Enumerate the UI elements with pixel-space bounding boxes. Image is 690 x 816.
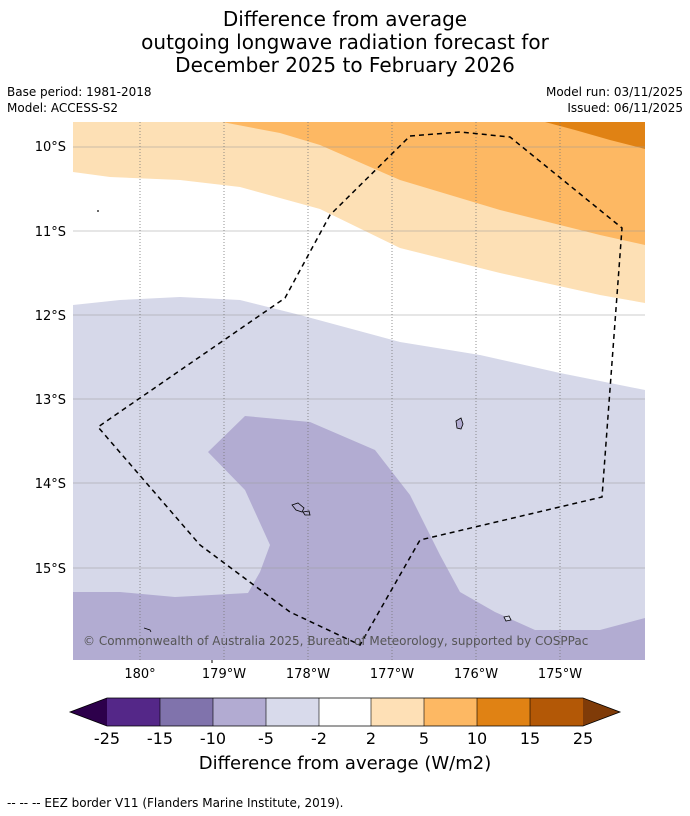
islet-dot [97,210,99,212]
cb-tick-neg10: -10 [200,729,226,748]
colorbar-segment-5 [319,698,371,726]
colorbar-extend-low [70,698,107,726]
island-1 [455,417,464,430]
island-5 [143,627,152,633]
title-line-2: outgoing longwave radiation forecast for [141,30,549,54]
copyright-text: © Commonwealth of Australia 2025, Bureau… [83,634,588,648]
eez-legend: -- -- -- EEZ border V11 (Flanders Marine… [7,796,344,810]
lat-label-10s: 10°S [35,140,66,155]
model-text: Model: ACCESS-S2 [7,101,119,115]
band-pos5-pos10 [222,122,645,245]
band-neg10-neg5 [73,416,645,660]
cb-tick-neg2: -2 [311,729,327,748]
colorbar-extend-high [583,698,620,726]
lat-label-11s: 11°S [35,225,66,240]
map-figure: © Commonwealth of Australia 2025, Bureau… [35,122,645,748]
cb-tick-pos2: 2 [366,729,376,748]
colorbar-label: Difference from average (W/m2) [198,753,492,774]
latitude-grid [73,146,645,569]
cb-tick-neg15: -15 [147,729,173,748]
colorbar-segment-8 [477,698,530,726]
cb-tick-pos25: 25 [573,729,593,748]
map-area: © Commonwealth of Australia 2025, Bureau… [73,122,645,660]
colorbar-segment-9 [530,698,583,726]
lat-label-14s: 14°S [35,477,66,492]
lat-label-15s: 15°S [35,562,66,577]
colorbar-segment-7 [424,698,477,726]
lat-label-12s: 12°S [35,309,66,324]
colorbar-segment-1 [107,698,160,726]
eez-border [96,131,623,646]
colorbar-segment-4 [266,698,319,726]
longitude-labels: 180° 179°W 178°W 177°W 176°W 175°W [124,667,582,682]
meta-right: Model run: 03/11/2025 Issued: 06/11/2025 [546,84,683,116]
base-period-text: Base period: 1981-2018 [7,85,152,99]
lon-label-178w: 178°W [286,667,330,682]
lon-label-179w: 179°W [202,667,246,682]
colorbar-segment-3 [213,698,266,726]
cb-tick-neg5: -5 [258,729,274,748]
model-run-text: Model run: 03/11/2025 [545,85,683,99]
band-pos10-pos15 [545,122,645,149]
island-4 [503,615,512,622]
colorbar-segment-6 [371,698,424,726]
colorbar-segment-2 [160,698,213,726]
latitude-labels: 10°S 11°S 12°S 13°S 14°S 15°S [35,140,66,577]
meta-left: Base period: 1981-2018 Model: ACCESS-S2 [7,84,152,116]
title-line-3: December 2025 to February 2026 [175,53,515,77]
lon-label-180: 180° [124,667,155,682]
cb-tick-pos5: 5 [419,729,429,748]
title-line-1: Difference from average [222,7,468,31]
colorbar: -25 -15 -10 -5 -2 2 5 10 15 25 [68,697,622,748]
colorbar-outline [68,697,622,727]
cb-tick-neg25: -25 [94,729,120,748]
cb-tick-pos10: 10 [467,729,487,748]
lon-label-175w: 175°W [538,667,582,682]
lat-label-13s: 13°S [35,393,66,408]
island-2 [291,502,305,513]
cb-tick-pos15: 15 [520,729,540,748]
issued-text: Issued: 06/11/2025 [567,101,683,115]
lon-label-176w: 176°W [454,667,498,682]
lon-label-177w: 177°W [370,667,414,682]
chart-title: Difference from average outgoing longwav… [0,8,690,77]
